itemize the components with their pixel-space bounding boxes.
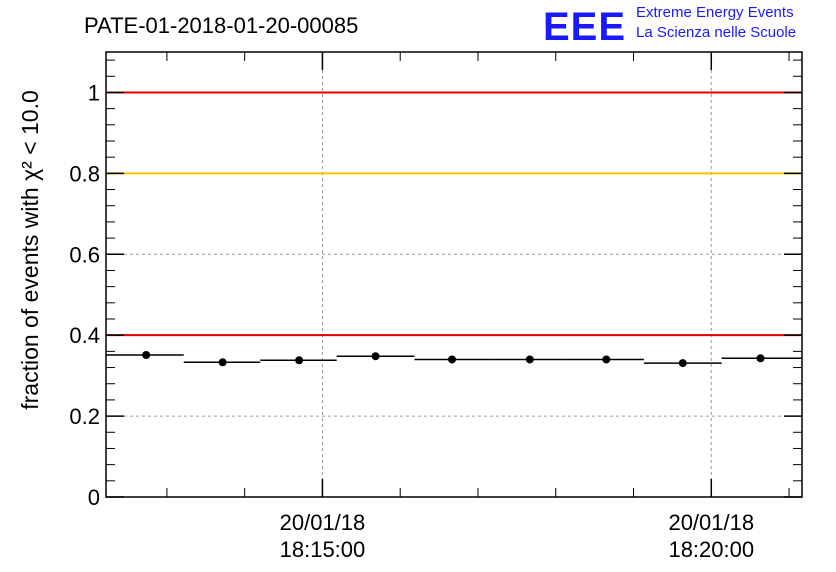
x-tick-date-label: 20/01/18: [668, 510, 754, 535]
y-tick-label: 0.4: [69, 323, 100, 348]
logo-line-2: La Scienza nelle Scuole: [636, 24, 796, 41]
x-tick-time-label: 18:20:00: [668, 537, 754, 562]
y-tick-label: 1: [88, 80, 100, 105]
x-tick-date-label: 20/01/18: [280, 510, 366, 535]
data-point: [142, 351, 151, 360]
plot-frame: [105, 51, 803, 498]
data-point: [218, 358, 227, 367]
data-series: [106, 351, 802, 368]
y-tick-label: 0.6: [69, 242, 100, 267]
y-tick-label: 0.8: [69, 161, 100, 186]
data-point: [602, 355, 611, 364]
data-point: [371, 352, 380, 361]
data-point: [525, 355, 534, 364]
tick-labels: 00.20.40.60.8120/01/1818:15:0020/01/1818…: [69, 80, 754, 562]
chart-title: PATE-01-2018-01-20-00085: [84, 13, 358, 38]
y-tick-label: 0: [88, 485, 100, 510]
grid: [106, 52, 802, 497]
y-axis-label: fraction of events with χ² < 10.0: [17, 90, 43, 410]
logo-line-1: Extreme Energy Events: [636, 4, 794, 21]
x-tick-time-label: 18:15:00: [280, 537, 366, 562]
y-tick-label: 0.2: [69, 404, 100, 429]
data-point: [678, 359, 687, 368]
logo-mark: EEE: [543, 5, 626, 49]
data-point: [756, 354, 765, 363]
axes: [105, 51, 803, 498]
reference-lines: [106, 91, 802, 337]
data-point: [295, 356, 304, 365]
data-point: [448, 355, 457, 364]
eee-logo: EEE Extreme Energy Events La Scienza nel…: [543, 4, 796, 49]
